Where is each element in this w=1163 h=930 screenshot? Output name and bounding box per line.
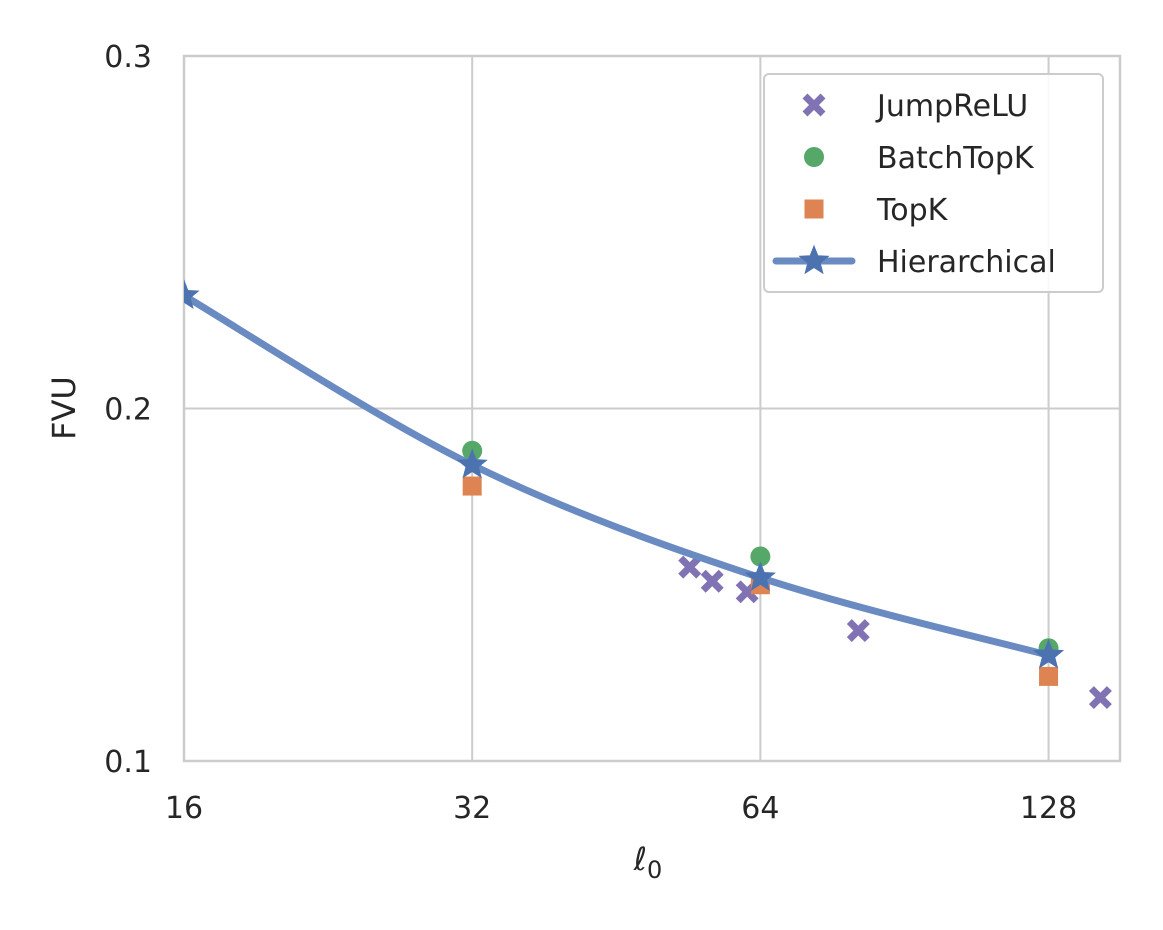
y-tick-label: 0.1 [104,745,152,780]
data-point-jumprelu [846,619,870,643]
legend-label: BatchTopK [877,141,1035,176]
data-point-hierarchical [1032,638,1065,669]
plot-area-frame [182,54,1122,763]
legend-box [763,73,1104,293]
legend-label: Hierarchical [877,245,1056,280]
data-point-hierarchical [744,561,776,591]
legend-entry-batchtopk: BatchTopK [804,141,1035,176]
series-line-hierarchical [184,292,1053,659]
y-axis-label: FVU [45,376,83,440]
data-point-hierarchical [184,279,200,309]
series-hierarchical [184,279,1065,669]
legend-swatch-batchtopk [804,147,824,167]
legend-entry-topk: TopK [804,193,949,228]
series-jumprelu [678,555,1112,710]
legend-label: TopK [876,193,949,228]
data-point-topk [1039,666,1059,686]
x-tick-label: 128 [1020,791,1077,826]
data-series [184,279,1112,710]
x-tick-label: 32 [453,791,491,826]
data-point-jumprelu [700,569,724,593]
tick-labels: 16 32 64 128 0.1 0.2 0.3 [104,40,1077,826]
legend-swatch-hierarchical [798,244,830,275]
data-point-hierarchical [456,448,488,479]
data-point-jumprelu [678,555,702,579]
y-tick-label: 0.3 [104,40,152,75]
legend: JumpReLU BatchTopK TopK Hierarchical [763,73,1104,293]
data-point-topk [462,476,482,496]
legend-swatch-topk [804,199,824,219]
x-tick-label: 64 [741,791,779,826]
x-axis-label: ℓ0 [633,840,663,884]
data-point-batchtopk [750,546,771,567]
legend-entry-jumprelu: JumpReLU [802,89,1028,124]
legend-entry-hierarchical: Hierarchical [772,244,1056,280]
y-tick-label: 0.2 [104,393,152,428]
legend-label: JumpReLU [875,89,1028,124]
x-tick-label: 16 [165,791,203,826]
legend-swatch-jumprelu [802,93,826,117]
data-point-jumprelu [1088,686,1112,710]
